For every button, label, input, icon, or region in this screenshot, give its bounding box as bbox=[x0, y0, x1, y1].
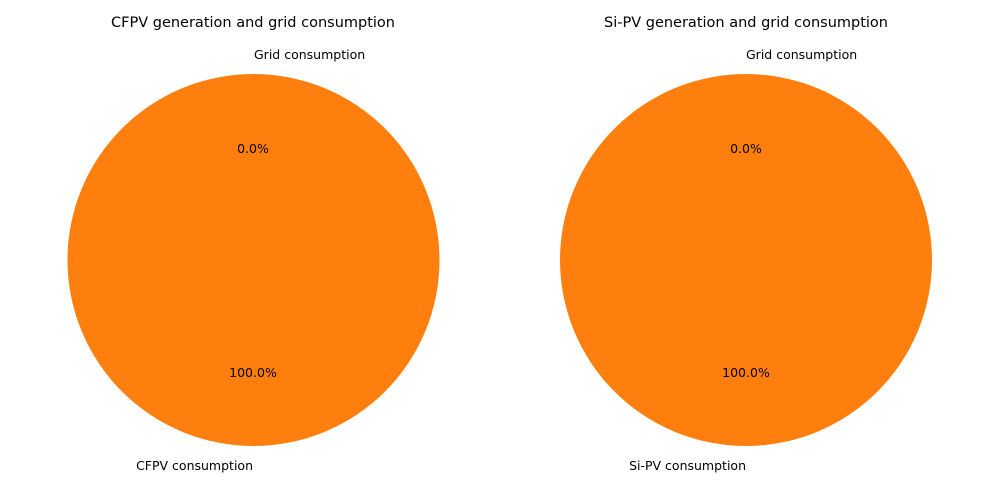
slice-label-grid-consumption: Grid consumption bbox=[746, 47, 857, 62]
pct-label-cfpv-consumption: 100.0% bbox=[229, 365, 277, 380]
pie-chart-si-pv: Si-PV generation and grid consumption Gr… bbox=[560, 15, 932, 473]
pie-slice-cfpv-consumption bbox=[68, 74, 440, 446]
pie-slices bbox=[560, 74, 932, 446]
pie-slice-si-pv-consumption bbox=[560, 74, 932, 446]
pie-slices bbox=[68, 74, 440, 446]
pct-label-si-pv-consumption: 100.0% bbox=[722, 365, 770, 380]
chart-title: CFPV generation and grid consumption bbox=[111, 15, 395, 31]
pct-label-grid-consumption: 0.0% bbox=[237, 141, 269, 156]
pie-chart-cfpv: CFPV generation and grid consumption Gri… bbox=[68, 15, 440, 473]
chart-title: Si-PV generation and grid consumption bbox=[604, 15, 888, 31]
slice-label-cfpv-consumption: CFPV consumption bbox=[136, 458, 253, 473]
slice-label-grid-consumption: Grid consumption bbox=[254, 47, 365, 62]
slice-label-si-pv-consumption: Si-PV consumption bbox=[629, 458, 746, 473]
pct-label-grid-consumption: 0.0% bbox=[730, 141, 762, 156]
